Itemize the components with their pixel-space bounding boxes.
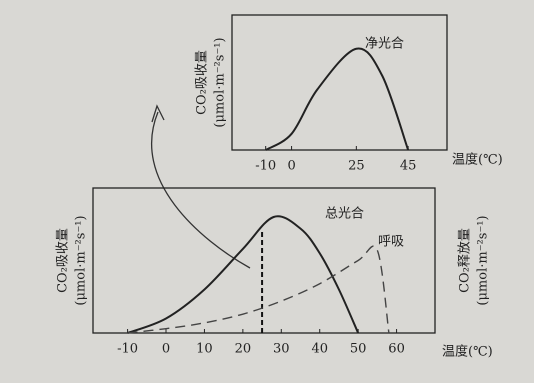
x-tick-label: 60 (388, 342, 405, 357)
y2-axis-label: CO₂释放量 (458, 228, 473, 293)
x-tick-label: 40 (311, 342, 328, 357)
y-axis-label: CO₂吸收量 (56, 228, 71, 293)
curve (265, 47, 410, 151)
frame (92, 187, 436, 334)
arrow-head (151, 104, 165, 123)
x-tick-label: 30 (273, 342, 290, 357)
series-label: 总光合 (325, 207, 364, 222)
series-label: 呼吸 (378, 235, 404, 250)
x-tick-label: 10 (196, 342, 213, 357)
y2-axis-label: (μmol·m⁻²s⁻¹) (476, 215, 491, 305)
x-tick-label: 20 (235, 342, 252, 357)
x-tick-label: 50 (350, 342, 367, 357)
y-axis-label: (μmol·m⁻²s⁻¹) (74, 215, 89, 305)
x-axis-label: 温度(℃) (452, 152, 503, 168)
y-axis-label: (μmol·m⁻²s⁻¹) (213, 37, 228, 127)
series-label: 净光合 (365, 37, 404, 52)
curve (127, 215, 360, 334)
x-tick-label: -10 (117, 342, 138, 357)
x-tick-label: -10 (255, 159, 276, 174)
curve (127, 245, 390, 334)
x-tick-label: 45 (400, 159, 417, 174)
frame (231, 14, 448, 151)
x-axis-label: 温度(℃) (442, 344, 493, 360)
x-tick-label: 25 (348, 159, 365, 174)
arrow (151, 111, 251, 269)
x-tick-label: 0 (162, 342, 170, 357)
y-axis-label: CO₂吸收量 (195, 50, 210, 115)
x-tick-label: 0 (287, 159, 295, 174)
